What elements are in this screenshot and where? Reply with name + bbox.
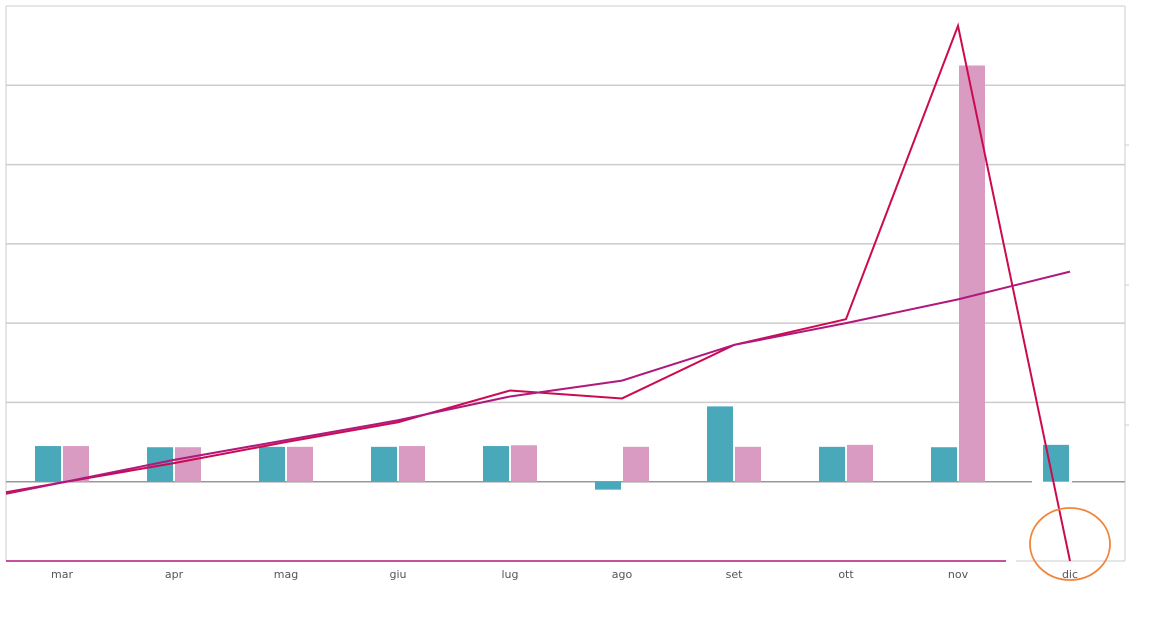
x-tick-label-ago: ago (612, 568, 633, 581)
x-tick-label-set: set (726, 568, 743, 581)
bar-1-giu (371, 446, 397, 482)
bar-2-mar (63, 446, 89, 482)
x-tick-label-apr: apr (165, 568, 184, 581)
line-layer (5, 22, 1071, 562)
annotation-layer (1029, 507, 1111, 581)
line-series-2 (5, 270, 1071, 495)
bar-1-ago (595, 481, 621, 490)
x-tick-label-dic: dic (1062, 568, 1078, 581)
label-layer: mar apr mag giu lug ago set ott nov dic (51, 568, 1078, 581)
bar-1-mar (35, 446, 61, 482)
bar-2-lug (511, 445, 537, 482)
line-series-1 (5, 22, 1071, 562)
bar-2-ott (847, 444, 873, 482)
bar-2-set (735, 446, 761, 482)
bar-1-set (707, 406, 733, 482)
x-tick-label-lug: lug (501, 568, 518, 581)
bar-1-mag (259, 446, 285, 482)
bar-2-giu (399, 446, 425, 482)
bar-1-lug (483, 446, 509, 482)
x-tick-label-mag: mag (274, 568, 298, 581)
bar-layer (35, 65, 1069, 490)
x-tick-label-mar: mar (51, 568, 73, 581)
x-tick-label-giu: giu (389, 568, 406, 581)
bar-2-mag (287, 446, 313, 482)
bar-1-ott (819, 446, 845, 482)
annotation-circle-dic (1029, 507, 1111, 581)
bar-2-ago (623, 446, 649, 482)
bar-1-nov (931, 447, 957, 482)
bar-2-nov (959, 65, 985, 482)
x-tick-label-ott: ott (838, 568, 854, 581)
x-tick-label-nov: nov (948, 568, 969, 581)
bar-2-apr (175, 447, 201, 482)
